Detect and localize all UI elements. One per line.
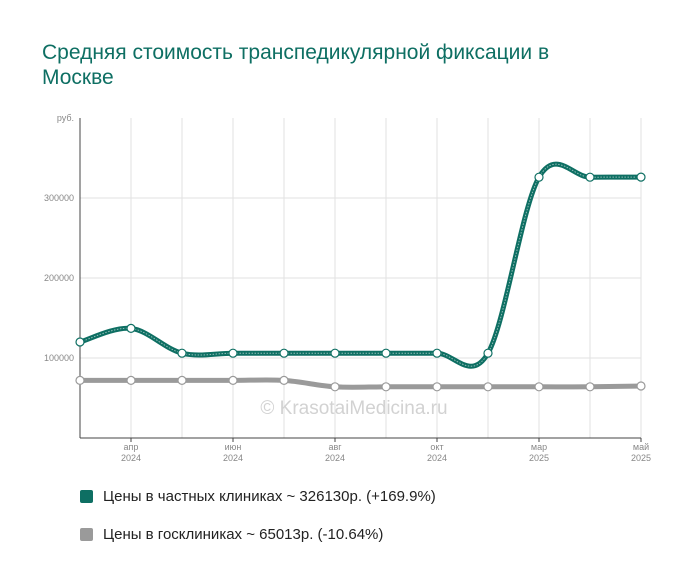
data-point-state: [177, 375, 187, 385]
series-line-texture-private: [79, 163, 642, 367]
x-tick-label-month: мар: [531, 442, 547, 452]
data-point-private: [279, 348, 289, 358]
data-point-private: [381, 348, 391, 358]
data-point-private: [483, 348, 493, 358]
x-tick-label-month: апр: [124, 442, 139, 452]
x-tick-label-year: 2025: [631, 453, 651, 463]
data-point-private: [585, 172, 595, 182]
legend-swatch-state: [80, 527, 93, 541]
x-tick-label-month: май: [633, 442, 649, 452]
data-point-private: [432, 348, 442, 358]
data-point-private: [330, 348, 340, 358]
y-tick-label: 200000: [44, 273, 74, 283]
legend-item-private[interactable]: Цены в частных клиниках ~ 326130р. (+169…: [80, 486, 436, 506]
x-tick-label-month: окт: [430, 442, 443, 452]
x-tick-label-month: авг: [328, 442, 342, 452]
x-tick-label-year: 2025: [529, 453, 549, 463]
data-point-private: [126, 323, 136, 333]
data-point-state: [126, 375, 136, 385]
chart-title: Средняя стоимость транспедикулярной фикс…: [42, 41, 550, 89]
y-tick-label: 100000: [44, 353, 74, 363]
legend: Цены в частных клиниках ~ 326130р. (+169…: [80, 486, 436, 562]
x-tick-label-year: 2024: [427, 453, 447, 463]
data-point-state: [75, 375, 85, 385]
data-point-private: [636, 172, 646, 182]
y-tick-label: 300000: [44, 193, 74, 203]
legend-label-private: Цены в частных клиниках ~ 326130р. (+169…: [103, 487, 436, 505]
x-tick-label-year: 2024: [121, 453, 141, 463]
data-point-private: [75, 337, 85, 347]
data-point-state: [585, 382, 595, 392]
data-point-state: [228, 375, 238, 385]
data-point-private: [177, 348, 187, 358]
legend-item-state[interactable]: Цены в госклиниках ~ 65013р. (-10.64%): [80, 524, 436, 544]
x-tick-label-year: 2024: [325, 453, 345, 463]
axis-layer: руб.100000200000300000апр2024июн2024авг2…: [44, 113, 651, 463]
x-tick-label-year: 2024: [223, 453, 243, 463]
price-line-chart: © KrasotaiMedicina.ru руб. 100000 200000 30…: [44, 113, 651, 463]
data-point-private: [228, 348, 238, 358]
data-point-state: [432, 382, 442, 392]
legend-label-state: Цены в госклиниках ~ 65013р. (-10.64%): [103, 525, 384, 543]
data-point-state: [534, 382, 544, 392]
points-layer: [75, 172, 646, 392]
y-axis-unit-label: руб.: [57, 113, 74, 123]
series-line-state: [77, 377, 644, 390]
watermark-text: © KrasotaiMedicina.ru: [260, 398, 447, 419]
series-line-private: [77, 161, 644, 369]
data-point-state: [483, 382, 493, 392]
x-tick-label-month: июн: [225, 442, 242, 452]
data-point-private: [534, 172, 544, 182]
data-point-state: [330, 382, 340, 392]
data-point-state: [636, 381, 646, 391]
data-point-state: [279, 375, 289, 385]
data-point-state: [381, 382, 391, 392]
legend-swatch-private: [80, 489, 93, 503]
